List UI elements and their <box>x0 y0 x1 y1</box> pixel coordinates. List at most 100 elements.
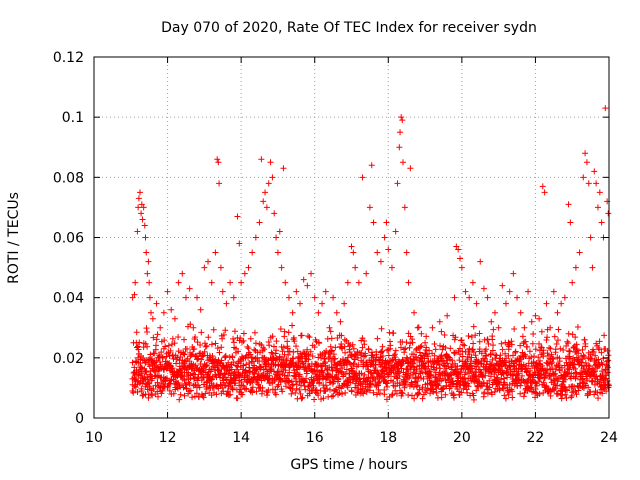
data-point <box>142 340 149 347</box>
data-point <box>450 394 457 401</box>
data-point <box>582 150 589 157</box>
y-tick-label: 0 <box>75 411 84 427</box>
data-point <box>215 159 222 166</box>
data-point <box>240 362 247 369</box>
data-point <box>269 174 276 181</box>
data-point <box>572 334 579 341</box>
data-point <box>168 306 175 313</box>
data-point <box>517 309 524 316</box>
data-point <box>525 288 532 295</box>
data-point <box>550 288 557 295</box>
data-point <box>222 382 229 389</box>
data-point <box>409 339 416 346</box>
data-point <box>476 338 483 345</box>
data-point <box>139 392 146 399</box>
data-point <box>485 340 492 347</box>
data-point <box>578 359 585 366</box>
data-point <box>375 386 382 393</box>
data-point <box>131 291 138 298</box>
data-point <box>281 328 288 335</box>
data-point <box>385 361 392 368</box>
data-point <box>378 363 385 370</box>
data-point <box>326 324 333 331</box>
data-point <box>547 345 554 352</box>
data-point <box>384 380 391 387</box>
data-point <box>262 189 269 196</box>
data-point <box>181 392 188 399</box>
data-point <box>605 210 612 217</box>
data-point <box>419 384 426 391</box>
data-point <box>362 352 369 359</box>
data-point <box>536 340 543 347</box>
data-point <box>286 369 293 376</box>
data-point <box>427 368 434 375</box>
data-point <box>279 388 286 395</box>
data-point <box>251 346 258 353</box>
data-point <box>575 350 582 357</box>
data-point <box>344 279 351 286</box>
x-tick-label: 16 <box>306 430 324 446</box>
y-axis-label: ROTI / TECUs <box>6 192 22 284</box>
data-point <box>290 348 297 355</box>
data-point <box>397 344 404 351</box>
data-point <box>358 349 365 356</box>
data-point <box>185 379 192 386</box>
data-point <box>495 379 502 386</box>
data-point <box>321 355 328 362</box>
data-point <box>581 336 588 343</box>
data-point <box>596 346 603 353</box>
data-point <box>224 388 231 395</box>
data-point <box>461 342 468 349</box>
data-point <box>451 350 458 357</box>
data-point <box>363 389 370 396</box>
data-point <box>556 358 563 365</box>
data-point <box>550 355 557 362</box>
data-point <box>348 365 355 372</box>
data-point <box>328 347 335 354</box>
data-point <box>215 385 222 392</box>
data-point <box>379 353 386 360</box>
data-point <box>256 358 263 365</box>
data-point <box>536 390 543 397</box>
data-point <box>373 391 380 398</box>
data-point <box>350 249 357 256</box>
data-point <box>289 322 296 329</box>
data-point <box>378 325 385 332</box>
data-point <box>205 334 212 341</box>
data-point <box>450 391 457 398</box>
data-point <box>324 385 331 392</box>
data-point <box>569 279 576 286</box>
data-point <box>154 331 161 338</box>
data-point <box>243 385 250 392</box>
data-point <box>230 335 237 342</box>
data-point <box>227 279 234 286</box>
data-point <box>239 370 246 377</box>
data-point <box>162 343 169 350</box>
data-point <box>216 180 223 187</box>
data-point <box>280 165 287 172</box>
data-point <box>151 350 158 357</box>
data-point <box>345 359 352 366</box>
data-point <box>581 353 588 360</box>
data-point <box>521 324 528 331</box>
data-point <box>568 394 575 401</box>
data-point <box>265 180 272 187</box>
data-point <box>390 330 397 337</box>
data-point <box>333 388 340 395</box>
data-point <box>548 351 555 358</box>
data-point <box>552 346 559 353</box>
data-point <box>186 380 193 387</box>
data-point <box>591 168 598 175</box>
data-point <box>139 216 146 223</box>
data-point <box>505 339 512 346</box>
data-point <box>592 352 599 359</box>
data-point <box>411 309 418 316</box>
data-point <box>439 384 446 391</box>
data-point <box>521 389 528 396</box>
data-point <box>405 279 412 286</box>
data-point <box>326 354 333 361</box>
data-point <box>142 359 149 366</box>
data-point <box>416 368 423 375</box>
data-point <box>365 345 372 352</box>
data-point <box>243 372 250 379</box>
